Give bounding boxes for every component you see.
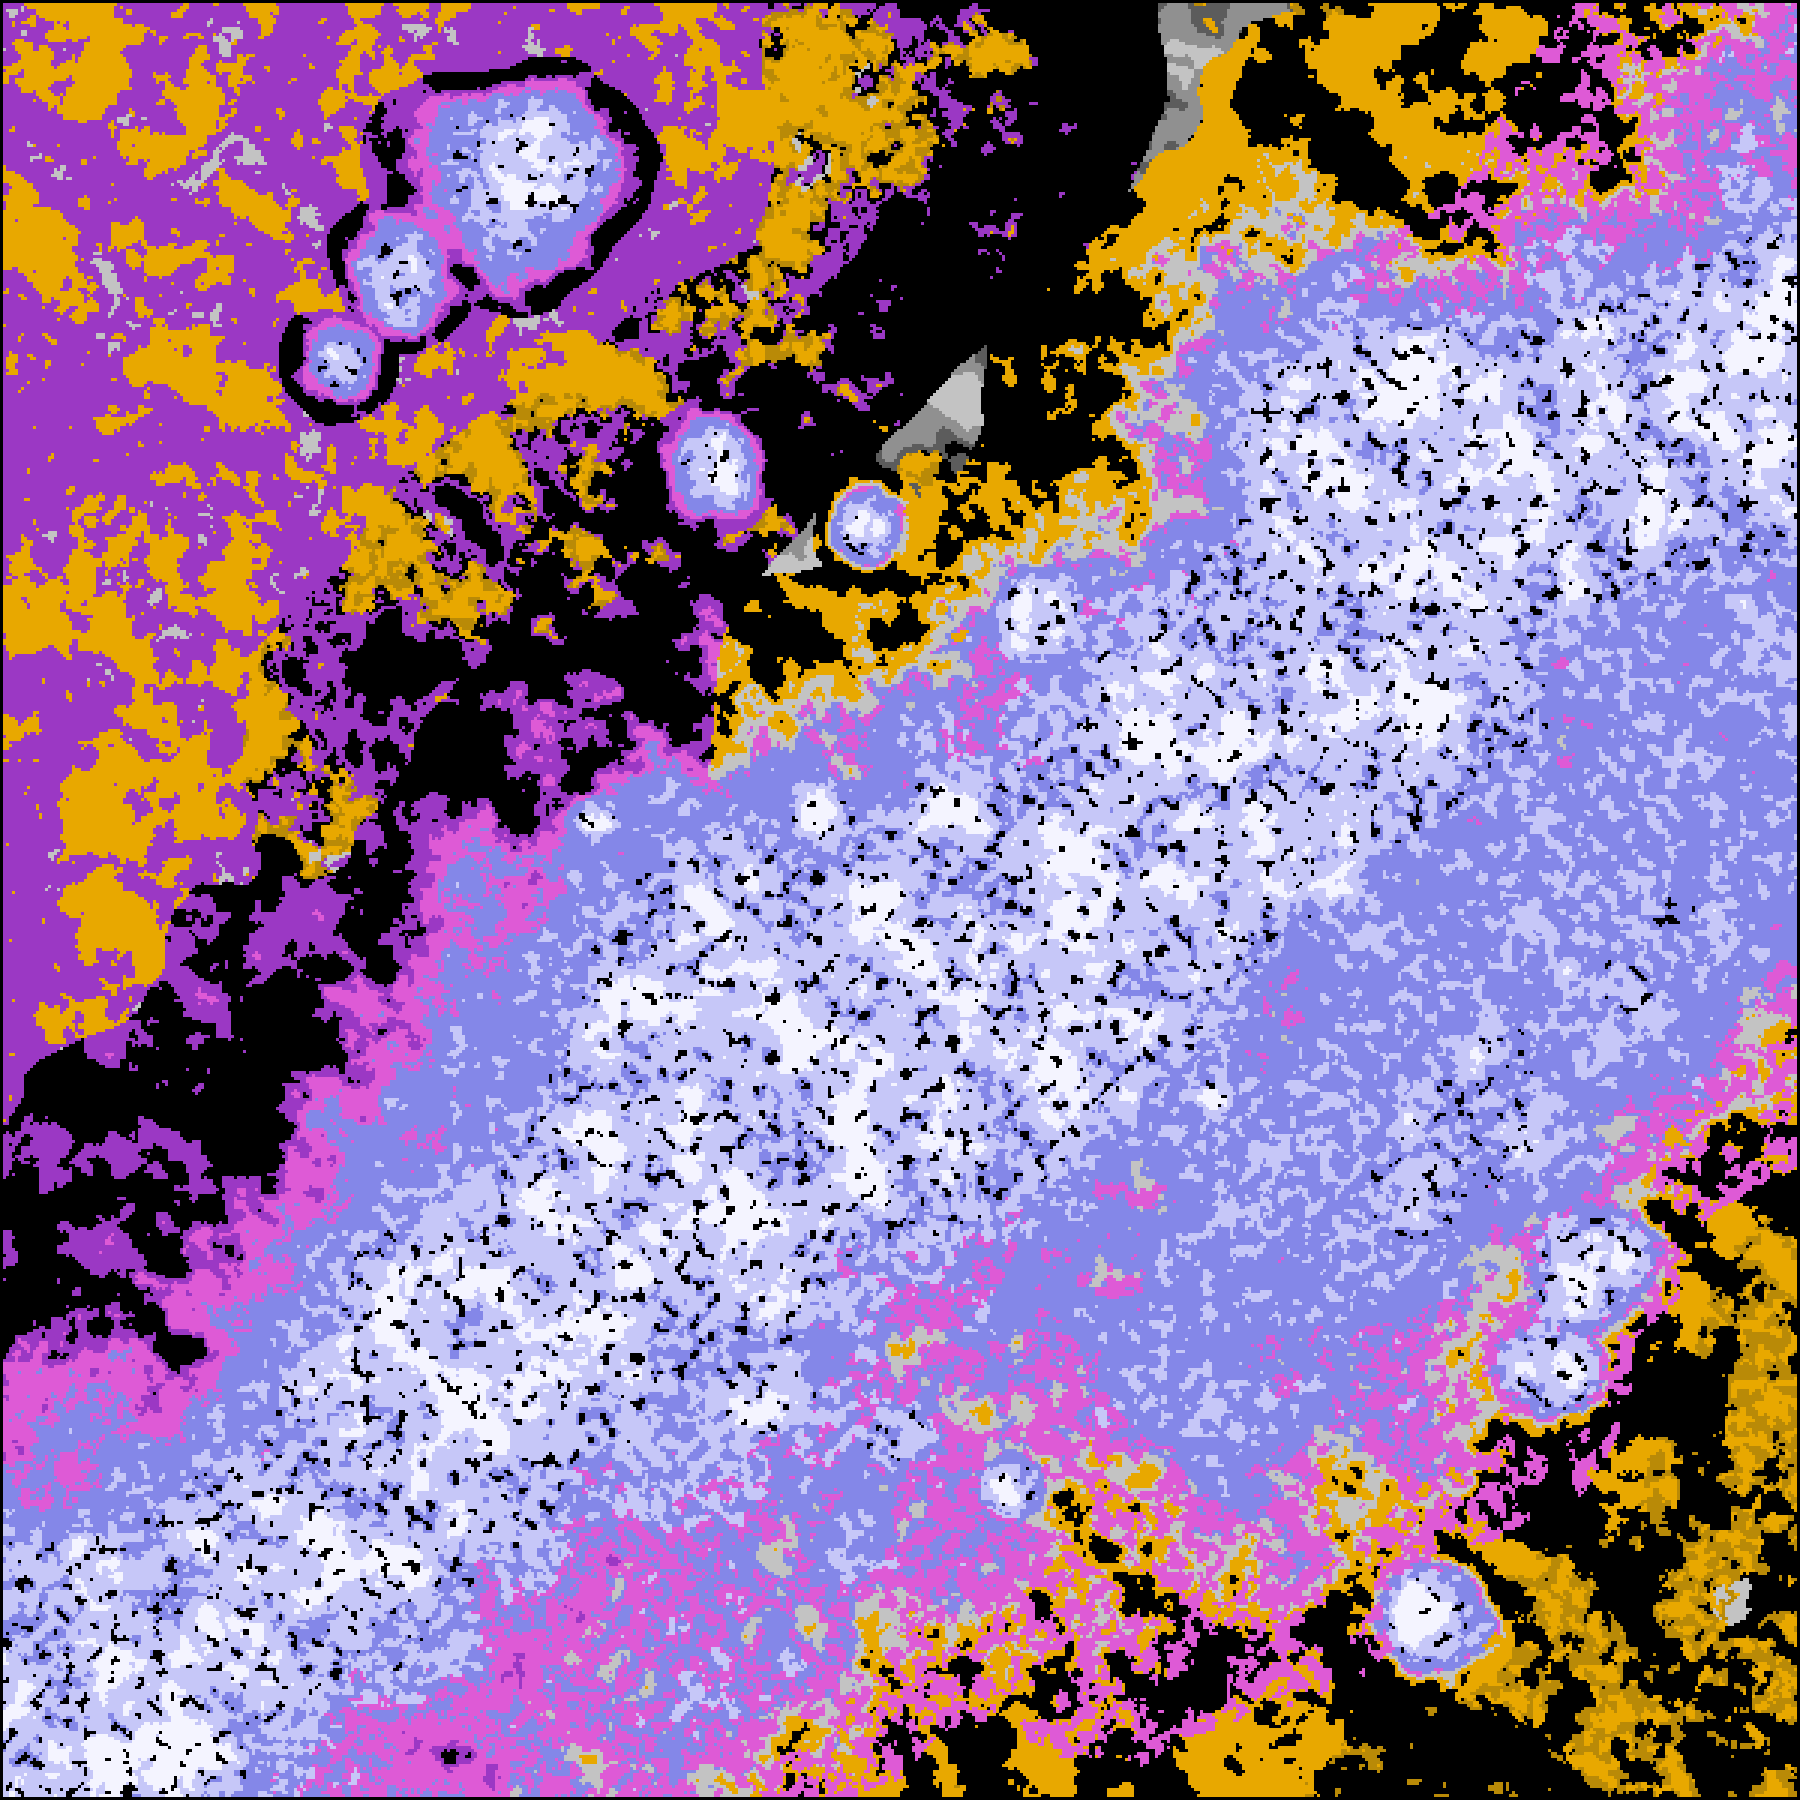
false-color-raster-canvas	[0, 0, 1800, 1800]
satellite-image-viewport: False-colour posterized satellite mosaic…	[0, 0, 1800, 1800]
satellite-scene	[0, 0, 1800, 1800]
